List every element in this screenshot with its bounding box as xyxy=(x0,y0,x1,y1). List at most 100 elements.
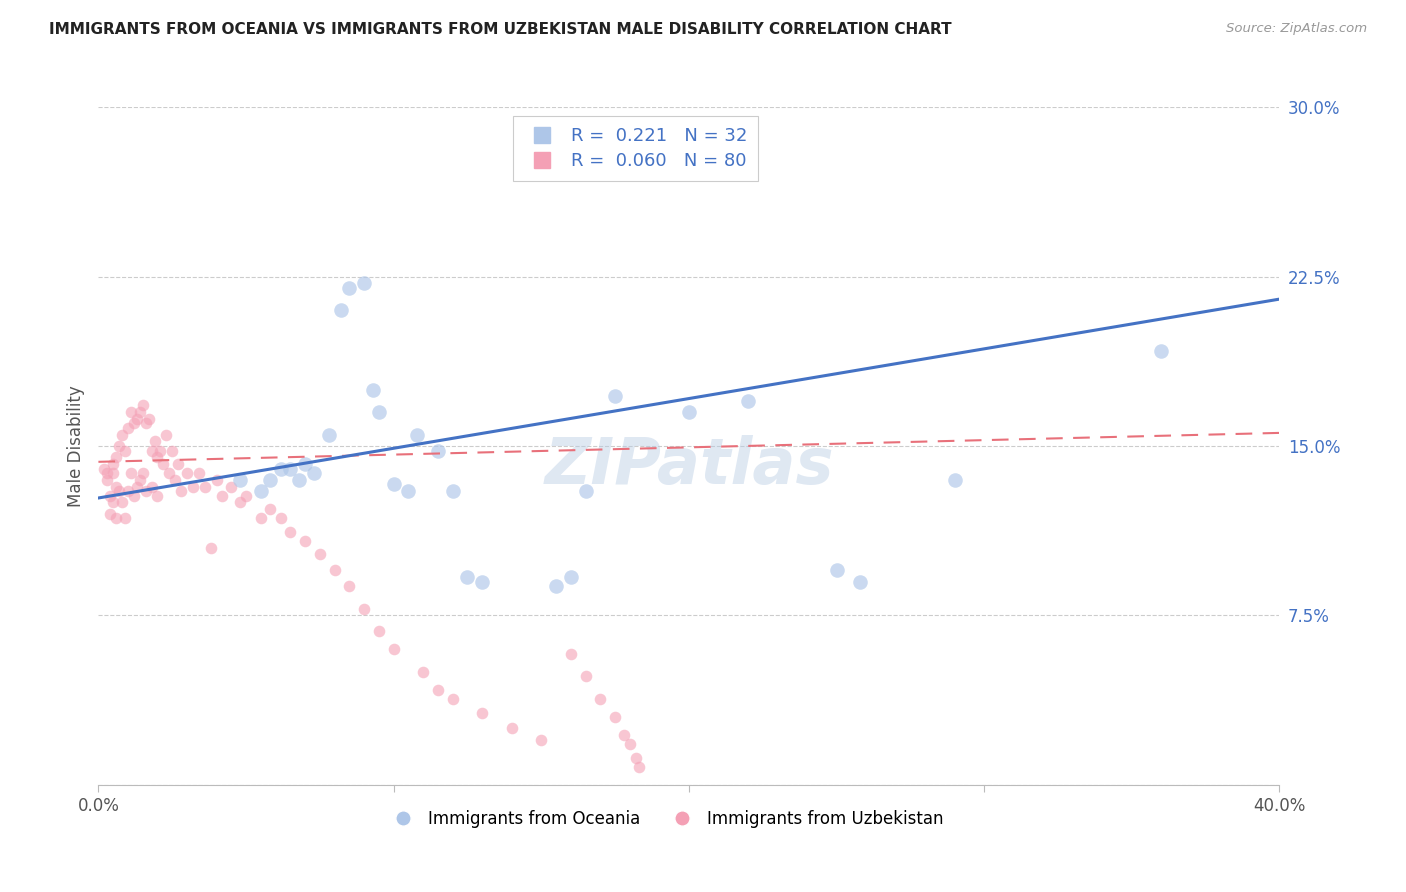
Point xyxy=(108,439,131,453)
Point xyxy=(146,450,169,465)
Point xyxy=(98,489,121,503)
Point xyxy=(849,574,872,589)
Point xyxy=(323,563,346,577)
Point xyxy=(111,495,134,509)
Point xyxy=(114,511,136,525)
Point xyxy=(412,665,434,679)
Point xyxy=(135,484,157,499)
Text: Source: ZipAtlas.com: Source: ZipAtlas.com xyxy=(1226,22,1367,36)
Point xyxy=(122,417,145,431)
Point xyxy=(103,466,125,480)
Point xyxy=(120,405,142,419)
Point xyxy=(613,728,636,742)
Point xyxy=(105,511,128,525)
Point xyxy=(605,389,627,403)
Point xyxy=(125,412,148,426)
Point xyxy=(181,480,204,494)
Point xyxy=(146,489,169,503)
Point xyxy=(427,443,450,458)
Point xyxy=(353,601,375,615)
Point xyxy=(103,457,125,471)
Point xyxy=(441,692,464,706)
Point xyxy=(117,484,139,499)
Point xyxy=(259,502,281,516)
Point xyxy=(170,484,193,499)
Point xyxy=(120,466,142,480)
Point xyxy=(165,473,187,487)
Point xyxy=(524,141,547,155)
Point xyxy=(737,393,759,408)
Point xyxy=(162,443,183,458)
Point xyxy=(575,669,598,683)
Point xyxy=(678,405,700,419)
Point xyxy=(943,473,966,487)
Point xyxy=(108,484,131,499)
Point xyxy=(619,737,641,751)
Y-axis label: Male Disability: Male Disability xyxy=(66,385,84,507)
Point xyxy=(406,427,429,442)
Point xyxy=(353,277,375,291)
Point xyxy=(280,524,302,539)
Point xyxy=(141,480,163,494)
Point xyxy=(627,760,650,774)
Text: IMMIGRANTS FROM OCEANIA VS IMMIGRANTS FROM UZBEKISTAN MALE DISABILITY CORRELATIO: IMMIGRANTS FROM OCEANIA VS IMMIGRANTS FR… xyxy=(49,22,952,37)
Point xyxy=(229,473,252,487)
Point xyxy=(176,466,198,480)
Point xyxy=(221,480,243,494)
Point xyxy=(96,466,118,480)
Point xyxy=(501,722,523,736)
Point xyxy=(368,624,391,639)
Point xyxy=(105,450,128,465)
Point xyxy=(530,732,553,747)
Point xyxy=(128,473,150,487)
Point xyxy=(205,473,228,487)
Point xyxy=(560,570,582,584)
Point xyxy=(259,473,281,487)
Point xyxy=(318,427,340,442)
Point xyxy=(194,480,217,494)
Point xyxy=(200,541,222,555)
Point xyxy=(138,412,160,426)
Point xyxy=(302,466,325,480)
Point xyxy=(589,692,612,706)
Point xyxy=(382,477,405,491)
Text: ZIPatlas: ZIPatlas xyxy=(544,435,834,498)
Point xyxy=(111,427,134,442)
Point xyxy=(149,443,172,458)
Point xyxy=(103,495,125,509)
Point xyxy=(398,484,420,499)
Point xyxy=(235,489,257,503)
Point xyxy=(361,383,384,397)
Point xyxy=(93,461,115,475)
Point xyxy=(339,281,361,295)
Point xyxy=(132,466,155,480)
Point xyxy=(605,710,627,724)
Point xyxy=(309,548,332,562)
Point xyxy=(560,647,582,661)
Point xyxy=(122,489,145,503)
Point xyxy=(229,495,252,509)
Point xyxy=(250,511,273,525)
Point xyxy=(288,473,311,487)
Point xyxy=(157,466,180,480)
Point xyxy=(1150,344,1173,359)
Point xyxy=(441,484,464,499)
Point xyxy=(98,507,121,521)
Point xyxy=(457,570,479,584)
Point xyxy=(339,579,361,593)
Point xyxy=(270,461,292,475)
Legend: Immigrants from Oceania, Immigrants from Uzbekistan: Immigrants from Oceania, Immigrants from… xyxy=(380,803,950,834)
Point xyxy=(155,427,177,442)
Point xyxy=(143,434,166,449)
Point xyxy=(546,579,568,593)
Point xyxy=(105,480,128,494)
Point xyxy=(167,457,190,471)
Point xyxy=(96,473,118,487)
Point xyxy=(211,489,233,503)
Point xyxy=(294,533,316,548)
Point xyxy=(152,457,174,471)
Point xyxy=(294,457,316,471)
Point xyxy=(141,443,163,458)
Point xyxy=(128,405,150,419)
Point xyxy=(575,484,598,499)
